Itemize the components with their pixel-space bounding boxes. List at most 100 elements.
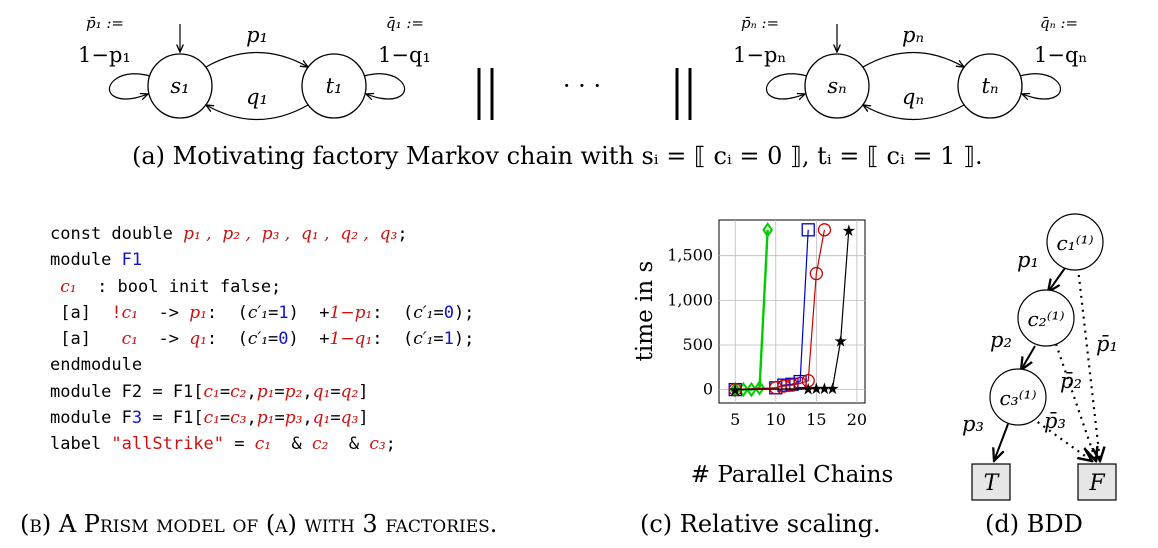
bdd-node-c2 — [1017, 289, 1075, 347]
series-line-3 — [735, 229, 850, 391]
x-tick-label: 10 — [766, 410, 786, 429]
trans-p1-label: p₁ — [246, 23, 268, 47]
q-bar-def-1: q̄₁ := — [386, 14, 424, 32]
data-point — [809, 266, 823, 281]
prism-code-listing: const double p₁ , p₂ , p₃ , q₁ , q₂ , q₃… — [50, 221, 474, 458]
transition-t1-s1 — [206, 105, 309, 120]
caption-b: (b) A Prism model of (a) with 3 factorie… — [20, 510, 498, 538]
self-loop-t1 — [363, 73, 406, 99]
self-loop-s1-label: 1−p₁ — [78, 43, 131, 67]
transition-s1-t1 — [205, 52, 308, 68]
data-point — [817, 223, 832, 237]
code-line-4: [a] !c₁ -> p₁: (c′₁=1) +1−p₁: (c′₁=0); — [50, 302, 475, 323]
code-line-7: module F2 = F1[c₁=c₂,p₁=p₂,q₁=q₂] — [50, 381, 369, 402]
code-line-1: const double p₁ , p₂ , p₃ , q₁ , q₂ , q₃… — [50, 224, 408, 244]
plot-area — [718, 219, 866, 404]
data-point — [801, 374, 815, 388]
self-loop-t1-label: 1−q₁ — [378, 43, 431, 67]
bdd-node-c3-label: c₃⁽¹⁾ — [999, 386, 1036, 410]
bdd-label-p2: p₂ — [990, 328, 1012, 352]
data-point: ★ — [817, 379, 831, 398]
code-line-6: endmodule — [50, 355, 143, 376]
bdd-edge-p2bar — [1054, 343, 1096, 461]
state-tn — [957, 53, 1023, 119]
x-tick-label: 20 — [847, 410, 867, 429]
y-tick-label: 1,500 — [667, 246, 713, 265]
chart-series: ★ ★★★★★★ — [728, 221, 856, 400]
bdd-edge-p1 — [1048, 267, 1066, 292]
self-loop-tn-label: 1−qₙ — [1034, 43, 1087, 67]
bdd-edge-p1bar — [1076, 267, 1100, 461]
bdd-edge-p3bar — [1031, 417, 1092, 461]
left-markov-chain: s₁ t₁ p̄₁ := 1−p₁ p₁ q₁ q̄₁ := 1−q₁ — [78, 14, 431, 120]
bdd-label-p3bar: p̄₃ — [1044, 409, 1066, 433]
self-loop-tn — [1019, 73, 1062, 99]
self-loop-sn-label: 1−pₙ — [733, 43, 786, 67]
trans-pn-label: pₙ — [902, 23, 924, 47]
data-point — [769, 381, 783, 395]
code-line-8: module F3 = F1[c₁=c₃,p₁=p₃,q₁=q₃] — [50, 408, 369, 429]
right-markov-chain: sₙ tₙ p̄ₙ := 1−pₙ pₙ qₙ q̄ₙ := 1−qₙ — [733, 14, 1087, 120]
ellipsis: · · · — [563, 72, 601, 100]
x-tick-label: 15 — [806, 410, 826, 429]
bdd-terminal-false-label: F — [1088, 471, 1105, 496]
data-point — [762, 222, 774, 238]
state-tn-label: tₙ — [982, 74, 999, 98]
code-line-3: c₁ : bool init false; — [60, 276, 282, 297]
caption-d: (d) BDD — [985, 510, 1083, 538]
bdd-node-c3 — [989, 368, 1047, 426]
data-point — [777, 379, 791, 393]
caption-a: (a) Motivating factory Markov chain with… — [132, 142, 983, 170]
data-point: ★ — [825, 379, 839, 398]
transition-sn-tn — [862, 52, 964, 68]
self-loop-s1 — [108, 73, 151, 99]
code-line-2: module F1 — [50, 250, 143, 271]
caption-c: (c) Relative scaling. — [640, 510, 881, 538]
data-point: ★ — [728, 381, 742, 400]
data-point — [801, 223, 815, 237]
data-point — [746, 381, 757, 398]
self-loop-sn — [765, 73, 808, 99]
data-point: ★ — [833, 332, 847, 351]
state-s1 — [147, 53, 213, 119]
trans-q1-label: q₁ — [246, 85, 268, 109]
bdd-label-p1bar: p̄₁ — [1096, 332, 1118, 356]
bdd-node-c1 — [1046, 213, 1104, 271]
bdd-edge-p2 — [1021, 345, 1036, 370]
data-point: ★ — [801, 380, 815, 399]
bdd-label-p3: p₃ — [962, 412, 984, 436]
data-point — [785, 378, 799, 392]
bdd: c₁⁽¹⁾ c₂⁽¹⁾ c₃⁽¹⁾ T F p₁ p₂ p₃ p̄₁ p̄₂ p… — [962, 213, 1118, 501]
parallel-composition: · · · — [477, 68, 692, 120]
bdd-node-c1-label: c₁⁽¹⁾ — [1056, 231, 1093, 255]
state-t1-label: t₁ — [326, 74, 343, 98]
bdd-edge-p3 — [994, 423, 1009, 461]
y-tick-label: 1,000 — [667, 290, 713, 309]
chart-ticks: 5 10 15 20 0 500 1,000 1,500 — [667, 246, 867, 429]
y-tick-label: 500 — [682, 335, 713, 354]
code-line-9: label "allStrike" = c₁ & c₂ & c₃; — [50, 434, 396, 455]
bdd-terminal-true-label: T — [984, 471, 1001, 496]
transition-tn-sn — [863, 105, 965, 120]
series-line-2 — [735, 229, 826, 391]
data-point: ★ — [809, 379, 823, 398]
data-point — [754, 380, 765, 396]
bdd-label-p2bar: p̄₂ — [1060, 369, 1082, 393]
y-axis-label: time in s — [632, 261, 658, 362]
p-bar-def-1: p̄₁ := — [86, 14, 124, 32]
data-point: ★ — [842, 221, 856, 240]
state-sn — [804, 53, 870, 119]
bdd-label-p1: p₁ — [1017, 248, 1039, 272]
state-t1 — [301, 53, 367, 119]
x-tick-label: 5 — [730, 410, 740, 429]
state-sn-label: sₙ — [827, 74, 846, 98]
x-axis-label: # Parallel Chains — [691, 462, 894, 488]
bdd-terminal-false — [1077, 463, 1117, 501]
code-line-5: [a] c₁ -> q₁: (c′₁=0) +1−q₁: (c′₁=1); — [50, 329, 475, 350]
y-tick-label: 0 — [703, 380, 713, 399]
bdd-terminal-true — [971, 463, 1011, 501]
trans-qn-label: qₙ — [902, 85, 924, 109]
state-s1-label: s₁ — [170, 74, 189, 98]
